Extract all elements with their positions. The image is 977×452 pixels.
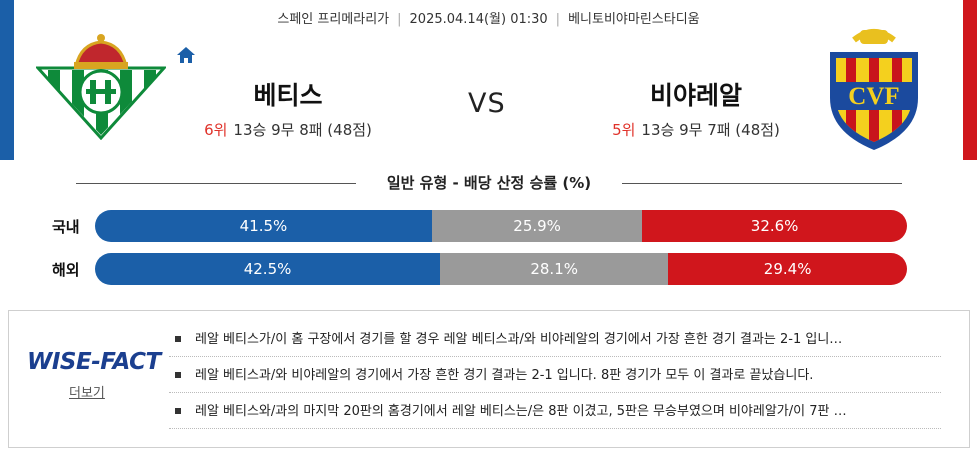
league-name: 스페인 프리메라리가	[277, 12, 390, 27]
home-win-segment: 41.5%	[95, 210, 432, 242]
odds-row-label: 국내	[52, 218, 80, 236]
fact-item[interactable]: 레알 베티스과/와 비야레알의 경기에서 가장 흔한 경기 결과는 2-1 입니…	[169, 359, 941, 393]
divider-right	[622, 183, 902, 184]
square-bullet-icon	[175, 407, 181, 414]
match-datetime: 2025.04.14(월) 01:30	[409, 12, 548, 27]
home-win-segment: 42.5%	[95, 253, 441, 285]
draw-segment: 25.9%	[431, 210, 643, 242]
odds-row-domestic: 국내 41.5% 25.9% 32.6%	[0, 210, 977, 242]
odds-row-label: 해외	[52, 261, 80, 279]
fact-text: 레알 베티스과/와 비야레알의 경기에서 가장 흔한 경기 결과는 2-1 입니…	[195, 368, 814, 383]
home-team-crest[interactable]	[34, 28, 168, 144]
wise-fact-logo: WISE-FACT	[27, 349, 161, 375]
away-team-record: 5위 13승 9무 7패 (48점)	[586, 119, 806, 140]
divider-left	[76, 183, 356, 184]
away-win-segment: 32.6%	[642, 210, 907, 242]
odds-section-header: 일반 유형 - 배당 산정 승률 (%)	[76, 172, 902, 194]
square-bullet-icon	[175, 371, 181, 378]
odds-section-title: 일반 유형 - 배당 산정 승률 (%)	[386, 174, 592, 192]
home-team-stats: 13승 9무 8패 (48점)	[233, 121, 372, 139]
odds-bar: 41.5% 25.9% 32.6%	[95, 210, 907, 242]
away-team-rank: 5위	[612, 121, 636, 139]
away-crest-lettering: CVF	[848, 83, 899, 110]
fact-text: 레알 베티스가/이 홈 구장에서 경기를 할 경우 레알 베티스과/와 비야레알…	[195, 332, 843, 347]
away-team-stats: 13승 9무 7패 (48점)	[641, 121, 780, 139]
square-bullet-icon	[175, 335, 181, 342]
fact-text: 레알 베티스와/과의 마지막 20판의 홈경기에서 레알 베티스는/은 8판 이…	[195, 404, 847, 419]
draw-segment: 28.1%	[440, 253, 669, 285]
home-team-rank: 6위	[204, 121, 228, 139]
home-team-name[interactable]: 베티스	[253, 81, 323, 110]
fact-item[interactable]: 레알 베티스와/과의 마지막 20판의 홈경기에서 레알 베티스는/은 8판 이…	[169, 395, 941, 429]
home-color-edge	[0, 0, 14, 160]
vs-label: VS	[468, 88, 506, 119]
away-color-edge	[963, 0, 977, 160]
odds-bar: 42.5% 28.1% 29.4%	[95, 253, 907, 285]
match-info: 스페인 프리메라리가 | 2025.04.14(월) 01:30 | 베니토비야마린스타…	[277, 12, 700, 27]
away-win-segment: 29.4%	[668, 253, 907, 285]
match-venue: 베니토비야마린스타디움	[568, 12, 700, 27]
away-team-name[interactable]: 비야레알	[649, 81, 742, 110]
fact-item[interactable]: 레알 베티스가/이 홈 구장에서 경기를 할 경우 레알 베티스과/와 비야레알…	[169, 323, 941, 357]
away-team-crest[interactable]: CVF	[826, 28, 922, 156]
home-venue-icon	[176, 46, 196, 68]
wise-fact-panel: WISE-FACT 더보기 레알 베티스가/이 홈 구장에서 경기를 할 경우 …	[8, 310, 970, 448]
odds-row-overseas: 해외 42.5% 28.1% 29.4%	[0, 253, 977, 285]
more-link[interactable]: 더보기	[69, 386, 105, 401]
home-team-record: 6위 13승 9무 8패 (48점)	[178, 119, 398, 140]
